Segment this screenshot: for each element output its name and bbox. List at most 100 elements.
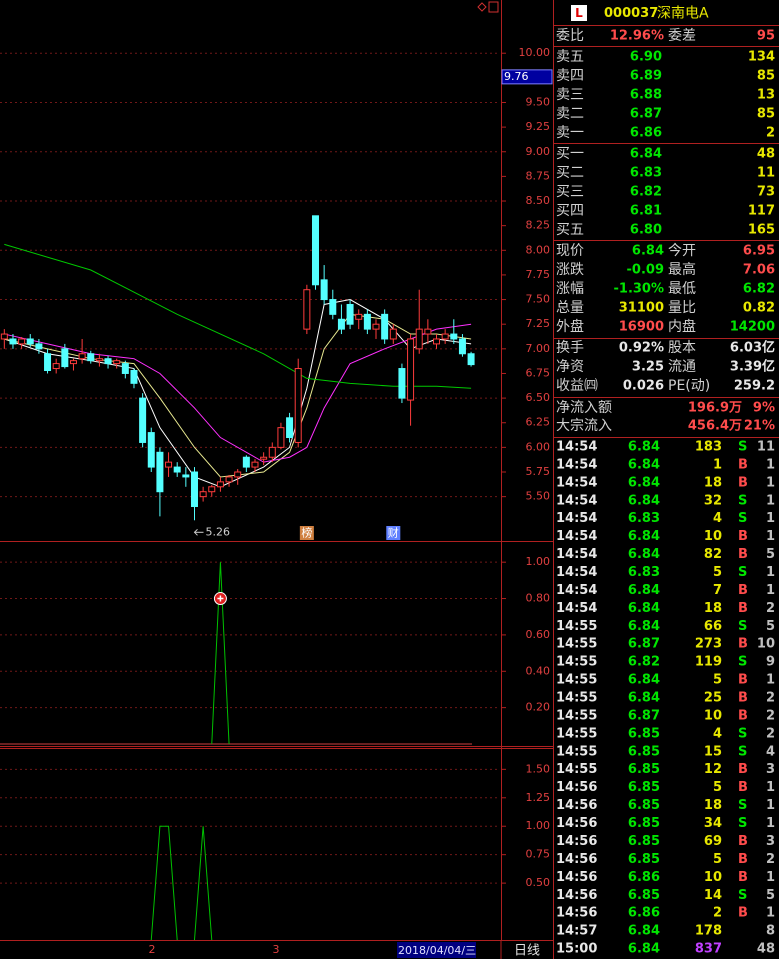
panel-text: 5 <box>766 547 775 562</box>
panel-text: 3 <box>766 762 775 777</box>
panel-text: 6.80 <box>630 223 662 238</box>
candle-body <box>130 370 138 384</box>
panel-text: 18 <box>704 475 722 490</box>
panel-text: 12.96% <box>610 29 664 44</box>
panel-text: 内盘 <box>668 318 696 335</box>
panel-text: 买二 <box>556 165 584 181</box>
candle-body <box>398 368 406 399</box>
y-tick-label: 6.75 <box>526 366 551 379</box>
candle-body <box>104 358 112 365</box>
panel-text: 6.85 <box>628 780 660 795</box>
candle-body <box>190 471 198 507</box>
moving-average <box>4 323 472 463</box>
panel-text: 卖五 <box>556 49 584 65</box>
panel-text: 1 <box>766 457 775 472</box>
panel-text: 3.25 <box>632 360 664 375</box>
candle-body <box>311 215 319 286</box>
panel-text: 14:56 <box>556 906 597 921</box>
candle-body <box>52 363 60 370</box>
panel-text: 0.026 <box>623 379 664 394</box>
candle-body <box>251 461 259 468</box>
candle-body <box>113 360 121 365</box>
panel-text: 25 <box>704 691 722 706</box>
event-marker[interactable]: 财 <box>388 526 399 540</box>
panel-text: 6.95 <box>743 244 775 259</box>
panel-text: 卖一 <box>556 125 584 141</box>
panel-text: 6.84 <box>628 457 660 472</box>
panel-text: 1 <box>766 511 775 526</box>
panel-text: 6.86 <box>628 870 660 885</box>
panel-text: 14:56 <box>556 780 597 795</box>
panel-text: B <box>738 708 748 723</box>
panel-text: 456.4万 <box>688 419 742 434</box>
signal-cross <box>217 595 224 602</box>
candle-body <box>87 353 95 362</box>
panel-text: B <box>738 529 748 544</box>
panel-text: 6.86 <box>628 906 660 921</box>
panel-text: 14:54 <box>556 511 597 526</box>
panel-text: 0.82 <box>743 301 775 316</box>
panel-text: 6.84 <box>630 147 662 162</box>
panel-text: 12 <box>704 762 722 777</box>
y-tick-label: 7.25 <box>526 317 551 330</box>
panel-text: 34 <box>704 816 722 831</box>
panel-text: 14:56 <box>556 870 597 885</box>
panel-text: 2 <box>766 726 775 741</box>
panel-text: 8 <box>766 924 775 939</box>
candle-body <box>450 333 458 340</box>
candle-body <box>61 348 69 368</box>
panel-text: 119 <box>695 655 722 670</box>
y-tick-label: 1.00 <box>526 819 551 832</box>
panel-text: 14:54 <box>556 475 597 490</box>
panel-text: 1 <box>766 798 775 813</box>
panel-text: 6.03亿 <box>730 340 775 356</box>
panel-text: 6.82 <box>628 655 660 670</box>
panel-text: 66 <box>704 619 722 634</box>
indicator-line <box>150 825 178 941</box>
cursor-price: 9.76 <box>504 70 529 83</box>
panel-text: S <box>738 816 747 831</box>
event-marker[interactable]: 榜 <box>301 526 312 540</box>
x-axis-label: 2 <box>149 943 156 956</box>
panel-text: 134 <box>748 50 775 65</box>
panel-text: B <box>738 691 748 706</box>
window-icon[interactable] <box>488 1 499 13</box>
candle-body <box>225 476 233 483</box>
diamond-icon[interactable] <box>477 2 487 12</box>
candle-body <box>320 279 328 301</box>
panel-text: 48 <box>757 942 775 957</box>
candle-body <box>26 338 34 345</box>
y-tick-label: 7.50 <box>526 293 551 306</box>
candle-body <box>242 456 250 468</box>
panel-text: 1 <box>766 529 775 544</box>
panel-text: 6.82 <box>630 185 662 200</box>
panel-text: 6.83 <box>630 166 662 181</box>
panel-text: 13 <box>757 88 775 103</box>
event-box <box>299 526 314 540</box>
candle-body <box>467 353 475 366</box>
candle-body <box>346 303 354 325</box>
panel-text: 6.84 <box>628 601 660 616</box>
panel-text: 6.84 <box>628 547 660 562</box>
y-tick-label: 6.00 <box>526 440 551 453</box>
y-tick-label: 6.50 <box>526 391 551 404</box>
period-tab[interactable]: 日线 <box>514 944 540 959</box>
candle-body <box>182 474 190 478</box>
candle-body <box>424 328 432 335</box>
panel-text: 73 <box>757 185 775 200</box>
panel-text: 6.84 <box>628 619 660 634</box>
panel-text: 14:55 <box>556 762 597 777</box>
panel-text: 95 <box>757 29 775 44</box>
panel-text: 委比 <box>556 28 584 44</box>
panel-text: 1 <box>766 673 775 688</box>
panel-text: 14:55 <box>556 655 597 670</box>
y-tick-label: 5.50 <box>526 490 551 503</box>
low-arrow-head <box>193 528 198 536</box>
panel-text: 14:54 <box>556 547 597 562</box>
candle-body <box>0 333 8 340</box>
candle-body <box>208 486 216 493</box>
panel-text: 最低 <box>668 281 696 297</box>
panel-text: 2 <box>766 708 775 723</box>
panel-text: 14:54 <box>556 440 597 455</box>
panel-text: 9% <box>753 401 775 416</box>
